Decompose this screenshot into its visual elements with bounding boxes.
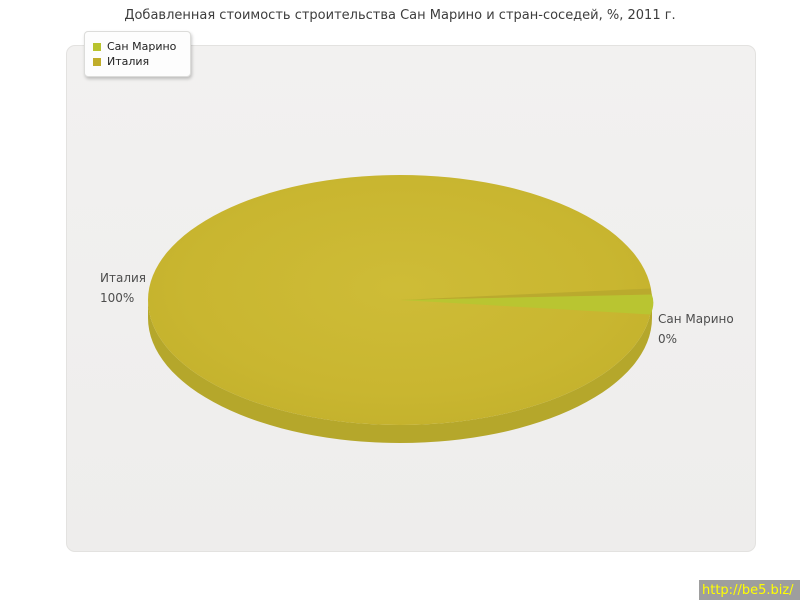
watermark-link[interactable]: http://be5.biz/ xyxy=(702,582,794,598)
watermark: http://be5.biz/ xyxy=(699,580,800,600)
pie-label-italy-value: 100% xyxy=(100,291,135,305)
pie-label-san-marino-value: 0% xyxy=(658,332,678,346)
legend-swatch-san-marino xyxy=(93,42,101,51)
legend-item-san-marino: Сан Марино xyxy=(93,40,176,53)
plot-area xyxy=(66,45,756,552)
pie-label-san-marino: Сан Марино 0% xyxy=(658,309,734,349)
chart-title: Добавленная стоимость строительства Сан … xyxy=(124,8,676,23)
pie-label-italy-name: Италия xyxy=(100,271,147,285)
legend-label-italy: Италия xyxy=(107,55,150,68)
legend-swatch-italy xyxy=(93,57,101,66)
legend-label-san-marino: Сан Марино xyxy=(107,40,177,53)
chart-legend: Сан Марино Италия xyxy=(84,31,192,77)
pie-label-san-marino-name: Сан Марино xyxy=(658,312,734,326)
legend-item-italy: Италия xyxy=(93,55,176,68)
pie-label-italy: Италия 100% xyxy=(100,268,146,308)
